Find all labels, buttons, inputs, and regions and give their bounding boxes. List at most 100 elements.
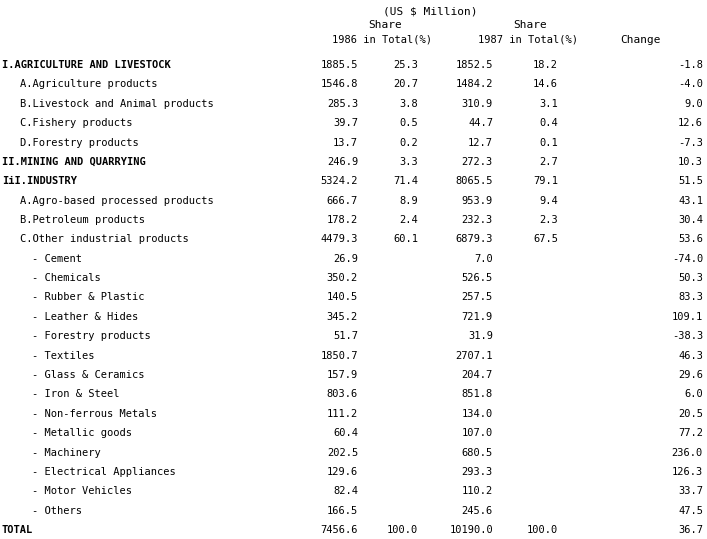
Text: A.Agriculture products: A.Agriculture products bbox=[20, 79, 158, 89]
Text: 7456.6: 7456.6 bbox=[320, 525, 358, 535]
Text: 2707.1: 2707.1 bbox=[455, 351, 493, 361]
Text: 43.1: 43.1 bbox=[678, 196, 703, 205]
Text: 82.4: 82.4 bbox=[333, 486, 358, 496]
Text: 60.4: 60.4 bbox=[333, 428, 358, 438]
Text: 53.6: 53.6 bbox=[678, 234, 703, 244]
Text: 10.3: 10.3 bbox=[678, 157, 703, 167]
Text: 953.9: 953.9 bbox=[462, 196, 493, 205]
Text: - Metallic goods: - Metallic goods bbox=[32, 428, 132, 438]
Text: 680.5: 680.5 bbox=[462, 447, 493, 458]
Text: 0.5: 0.5 bbox=[399, 118, 418, 128]
Text: - Others: - Others bbox=[32, 506, 82, 516]
Text: TOTAL: TOTAL bbox=[2, 525, 33, 535]
Text: IiI.INDUSTRY: IiI.INDUSTRY bbox=[2, 176, 77, 186]
Text: 47.5: 47.5 bbox=[678, 506, 703, 516]
Text: 3.3: 3.3 bbox=[399, 157, 418, 167]
Text: 350.2: 350.2 bbox=[327, 273, 358, 283]
Text: - Glass & Ceramics: - Glass & Ceramics bbox=[32, 370, 144, 380]
Text: 526.5: 526.5 bbox=[462, 273, 493, 283]
Text: 50.3: 50.3 bbox=[678, 273, 703, 283]
Text: - Non-ferrous Metals: - Non-ferrous Metals bbox=[32, 409, 157, 419]
Text: 8.9: 8.9 bbox=[399, 196, 418, 205]
Text: Share: Share bbox=[513, 20, 547, 30]
Text: 10190.0: 10190.0 bbox=[449, 525, 493, 535]
Text: C.Fishery products: C.Fishery products bbox=[20, 118, 132, 128]
Text: 236.0: 236.0 bbox=[672, 447, 703, 458]
Text: 12.7: 12.7 bbox=[468, 137, 493, 148]
Text: 202.5: 202.5 bbox=[327, 447, 358, 458]
Text: - Rubber & Plastic: - Rubber & Plastic bbox=[32, 293, 144, 302]
Text: 111.2: 111.2 bbox=[327, 409, 358, 419]
Text: 107.0: 107.0 bbox=[462, 428, 493, 438]
Text: 14.6: 14.6 bbox=[533, 79, 558, 89]
Text: 110.2: 110.2 bbox=[462, 486, 493, 496]
Text: 44.7: 44.7 bbox=[468, 118, 493, 128]
Text: 245.6: 245.6 bbox=[462, 506, 493, 516]
Text: B.Petroleum products: B.Petroleum products bbox=[20, 215, 145, 225]
Text: II.MINING AND QUARRYING: II.MINING AND QUARRYING bbox=[2, 157, 146, 167]
Text: - Iron & Steel: - Iron & Steel bbox=[32, 389, 119, 399]
Text: 29.6: 29.6 bbox=[678, 370, 703, 380]
Text: -1.8: -1.8 bbox=[678, 60, 703, 70]
Text: 46.3: 46.3 bbox=[678, 351, 703, 361]
Text: 25.3: 25.3 bbox=[393, 60, 418, 70]
Text: 100.0: 100.0 bbox=[527, 525, 558, 535]
Text: 51.5: 51.5 bbox=[678, 176, 703, 186]
Text: 2.7: 2.7 bbox=[539, 157, 558, 167]
Text: - Cement: - Cement bbox=[32, 254, 82, 264]
Text: 67.5: 67.5 bbox=[533, 234, 558, 244]
Text: 803.6: 803.6 bbox=[327, 389, 358, 399]
Text: 1987 in Total(%): 1987 in Total(%) bbox=[478, 35, 578, 45]
Text: 71.4: 71.4 bbox=[393, 176, 418, 186]
Text: 178.2: 178.2 bbox=[327, 215, 358, 225]
Text: 1484.2: 1484.2 bbox=[455, 79, 493, 89]
Text: 1850.7: 1850.7 bbox=[320, 351, 358, 361]
Text: 257.5: 257.5 bbox=[462, 293, 493, 302]
Text: D.Forestry products: D.Forestry products bbox=[20, 137, 139, 148]
Text: 31.9: 31.9 bbox=[468, 331, 493, 341]
Text: 1986 in Total(%): 1986 in Total(%) bbox=[332, 35, 432, 45]
Text: 3.1: 3.1 bbox=[539, 99, 558, 109]
Text: 33.7: 33.7 bbox=[678, 486, 703, 496]
Text: 100.0: 100.0 bbox=[387, 525, 418, 535]
Text: - Machinery: - Machinery bbox=[32, 447, 101, 458]
Text: -38.3: -38.3 bbox=[672, 331, 703, 341]
Text: -7.3: -7.3 bbox=[678, 137, 703, 148]
Text: 1852.5: 1852.5 bbox=[455, 60, 493, 70]
Text: 1546.8: 1546.8 bbox=[320, 79, 358, 89]
Text: 79.1: 79.1 bbox=[533, 176, 558, 186]
Text: C.Other industrial products: C.Other industrial products bbox=[20, 234, 189, 244]
Text: 204.7: 204.7 bbox=[462, 370, 493, 380]
Text: - Chemicals: - Chemicals bbox=[32, 273, 101, 283]
Text: 109.1: 109.1 bbox=[672, 312, 703, 322]
Text: I.AGRICULTURE AND LIVESTOCK: I.AGRICULTURE AND LIVESTOCK bbox=[2, 60, 171, 70]
Text: -74.0: -74.0 bbox=[672, 254, 703, 264]
Text: (US $ Million): (US $ Million) bbox=[382, 6, 477, 16]
Text: 0.4: 0.4 bbox=[539, 118, 558, 128]
Text: 39.7: 39.7 bbox=[333, 118, 358, 128]
Text: 20.5: 20.5 bbox=[678, 409, 703, 419]
Text: 2.3: 2.3 bbox=[539, 215, 558, 225]
Text: 272.3: 272.3 bbox=[462, 157, 493, 167]
Text: 0.1: 0.1 bbox=[539, 137, 558, 148]
Text: 83.3: 83.3 bbox=[678, 293, 703, 302]
Text: 13.7: 13.7 bbox=[333, 137, 358, 148]
Text: 666.7: 666.7 bbox=[327, 196, 358, 205]
Text: B.Livestock and Animal products: B.Livestock and Animal products bbox=[20, 99, 214, 109]
Text: - Textiles: - Textiles bbox=[32, 351, 95, 361]
Text: 129.6: 129.6 bbox=[327, 467, 358, 477]
Text: 60.1: 60.1 bbox=[393, 234, 418, 244]
Text: 157.9: 157.9 bbox=[327, 370, 358, 380]
Text: - Leather & Hides: - Leather & Hides bbox=[32, 312, 139, 322]
Text: 310.9: 310.9 bbox=[462, 99, 493, 109]
Text: 7.0: 7.0 bbox=[474, 254, 493, 264]
Text: 134.0: 134.0 bbox=[462, 409, 493, 419]
Text: 0.2: 0.2 bbox=[399, 137, 418, 148]
Text: 2.4: 2.4 bbox=[399, 215, 418, 225]
Text: 126.3: 126.3 bbox=[672, 467, 703, 477]
Text: 293.3: 293.3 bbox=[462, 467, 493, 477]
Text: 30.4: 30.4 bbox=[678, 215, 703, 225]
Text: 18.2: 18.2 bbox=[533, 60, 558, 70]
Text: - Electrical Appliances: - Electrical Appliances bbox=[32, 467, 176, 477]
Text: 77.2: 77.2 bbox=[678, 428, 703, 438]
